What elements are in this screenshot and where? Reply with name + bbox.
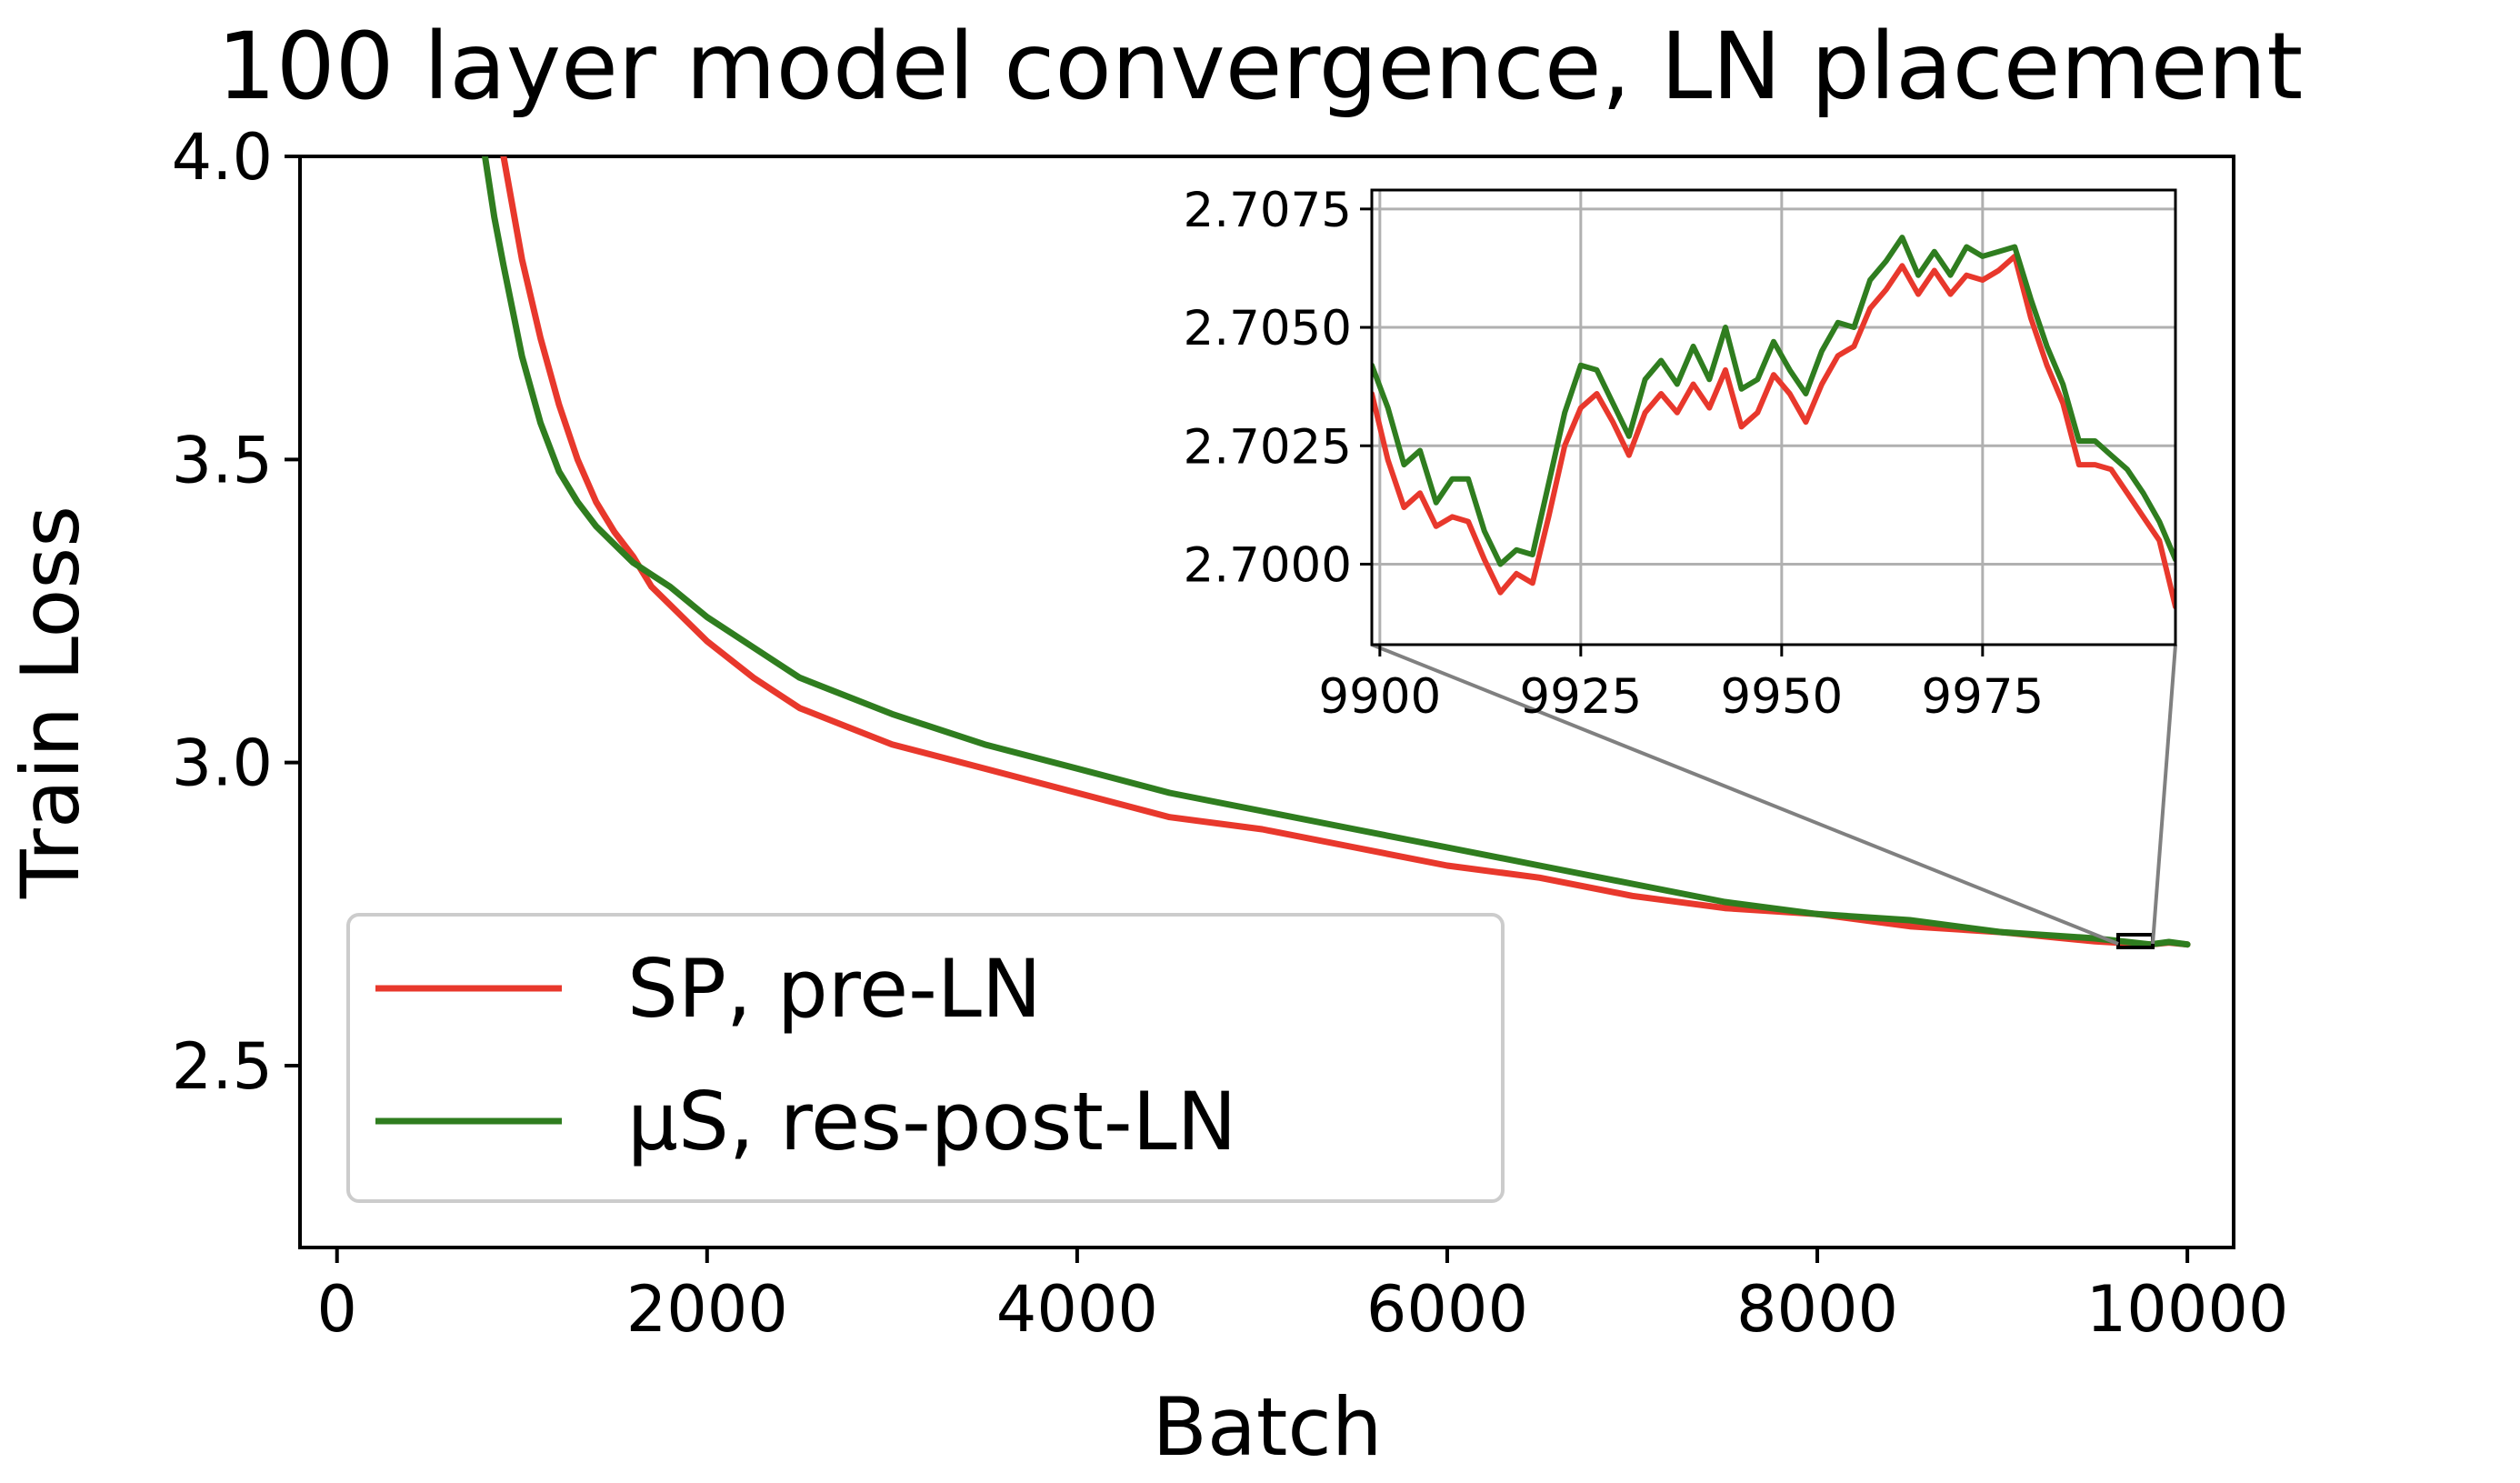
legend-label-mus-res-post-ln: μS, res-post-LN bbox=[627, 1075, 1236, 1168]
x-tick-label: 8000 bbox=[1736, 1272, 1898, 1347]
legend: SP, pre-LN μS, res-post-LN bbox=[346, 913, 1505, 1203]
y-tick-label: 4.0 bbox=[172, 120, 273, 195]
inset-x-tick-label: 9925 bbox=[1519, 669, 1642, 725]
x-tick-label: 2000 bbox=[626, 1272, 788, 1347]
inset-series-group bbox=[1372, 235, 2175, 610]
x-tick-label: 10000 bbox=[2086, 1272, 2289, 1347]
y-tick-label: 3.5 bbox=[172, 423, 273, 497]
x-axis-label: Batch bbox=[1153, 1380, 1383, 1474]
inset-y-tick-label: 2.7000 bbox=[1184, 537, 1352, 593]
inset-plot-frame bbox=[1370, 188, 2177, 646]
chart-title: 100 layer model convergence, LN placemen… bbox=[217, 13, 2303, 121]
inset-y-tick-label: 2.7025 bbox=[1184, 419, 1352, 475]
zoom-connector-right bbox=[2151, 644, 2177, 945]
inset-plot: 9900 9925 9950 9975 2.7000 2.7025 2.7050 2.707… bbox=[1184, 183, 2177, 725]
y-tick-label: 2.5 bbox=[172, 1029, 273, 1104]
inset-x-tick-label: 9975 bbox=[1921, 669, 2044, 725]
main-series-group bbox=[482, 156, 2191, 948]
zoom-indicator bbox=[1371, 643, 2177, 949]
legend-label-sp-pre-ln: SP, pre-LN bbox=[627, 942, 1042, 1036]
inset-x-tick-label: 9950 bbox=[1720, 669, 1843, 725]
inset-x-axis-ticks: 9900 9925 9950 9975 bbox=[1318, 645, 2044, 725]
series-line-s-res-post-ln bbox=[482, 156, 2191, 948]
inset-grid bbox=[1372, 190, 2175, 645]
series-line-sp-pre-ln bbox=[500, 156, 2191, 948]
y-axis-label: Train Loss bbox=[4, 506, 97, 899]
x-tick-label: 6000 bbox=[1366, 1272, 1528, 1347]
inset-x-tick-label: 9900 bbox=[1318, 669, 1441, 725]
legend-frame bbox=[346, 913, 1505, 1203]
inset-plot-border bbox=[1370, 188, 2177, 646]
inset-y-tick-label: 2.7075 bbox=[1184, 183, 1352, 238]
y-tick-label: 3.0 bbox=[172, 726, 273, 801]
x-tick-label: 0 bbox=[316, 1272, 357, 1347]
inset-series-line-sp-pre-ln bbox=[1372, 253, 2175, 610]
x-axis-ticks: 0 2000 4000 6000 8000 10000 bbox=[316, 1248, 2288, 1347]
x-tick-label: 4000 bbox=[996, 1272, 1158, 1347]
inset-y-axis-ticks: 2.7000 2.7025 2.7050 2.7075 bbox=[1184, 183, 1372, 593]
y-axis-ticks: 2.5 3.0 3.5 4.0 bbox=[172, 120, 300, 1104]
inset-y-tick-label: 2.7050 bbox=[1184, 301, 1352, 356]
inset-series-line-s-res-post-ln bbox=[1372, 235, 2175, 567]
zoom-connector-left bbox=[1371, 643, 2119, 946]
